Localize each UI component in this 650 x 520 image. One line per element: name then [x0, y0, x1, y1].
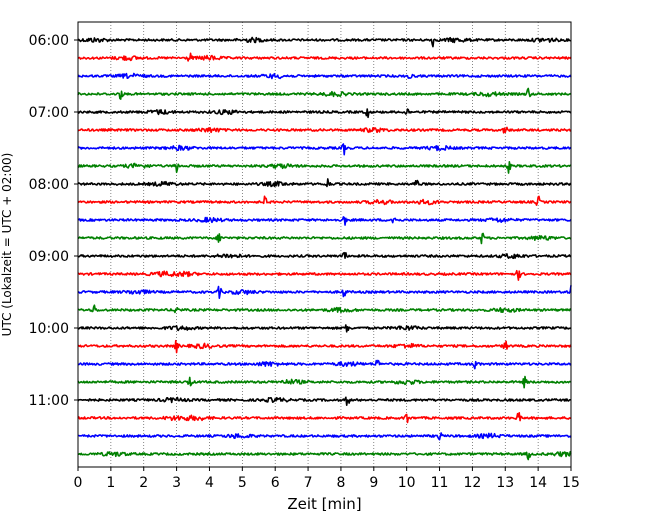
x-tick-label: 15	[562, 475, 580, 491]
x-tick-label: 8	[336, 475, 345, 491]
x-axis-ticks: 0 1 2 3 4 5 6 7 8 9 10 11 12 13 14 15	[74, 467, 580, 491]
x-tick-label: 13	[496, 475, 514, 491]
trace-0700	[77, 108, 572, 119]
trace-0715	[77, 126, 572, 134]
trace-1115	[77, 412, 572, 424]
trace-0615	[77, 52, 572, 62]
trace-0900	[77, 251, 572, 260]
y-axis-ticks: 06:00 07:00 08:00 09:00 10:00 11:00	[29, 33, 78, 409]
y-tick-label: 09:00	[29, 249, 69, 265]
x-tick-label: 12	[463, 475, 481, 491]
y-tick-label: 08:00	[29, 177, 69, 193]
trace-0930	[77, 285, 572, 300]
x-axis-label: Zeit [min]	[287, 495, 361, 513]
traces-group	[77, 36, 572, 461]
trace-0600	[77, 36, 572, 48]
trace-1045	[77, 375, 572, 389]
x-tick-label: 1	[106, 475, 115, 491]
trace-1030	[77, 359, 572, 370]
trace-0830	[77, 216, 572, 226]
y-tick-label: 06:00	[29, 33, 69, 49]
x-tick-label: 10	[398, 475, 416, 491]
x-tick-label: 0	[74, 475, 83, 491]
y-axis-label: UTC (Lokalzeit = UTC + 02:00)	[0, 153, 14, 337]
x-tick-label: 3	[172, 475, 181, 491]
plot-frame	[77, 21, 572, 468]
y-tick-label: 07:00	[29, 105, 69, 121]
x-tick-label: 11	[431, 475, 449, 491]
trace-0730	[77, 143, 572, 156]
x-tick-label: 5	[238, 475, 247, 491]
trace-0915	[77, 269, 572, 281]
x-tick-label: 6	[271, 475, 280, 491]
trace-0815	[77, 195, 572, 206]
x-tick-label: 4	[205, 475, 214, 491]
y-tick-label: 11:00	[29, 393, 69, 409]
trace-1015	[77, 339, 572, 354]
trace-0745	[77, 161, 572, 174]
trace-1000	[77, 324, 572, 333]
trace-0845	[77, 232, 572, 245]
x-tick-label: 7	[304, 475, 313, 491]
trace-0645	[77, 87, 572, 100]
trace-1145	[77, 450, 572, 461]
trace-1130	[77, 432, 572, 441]
trace-1100	[77, 396, 572, 406]
x-tick-label: 2	[139, 475, 148, 491]
y-tick-label: 10:00	[29, 321, 69, 337]
trace-0945	[77, 304, 572, 314]
x-tick-label: 9	[369, 475, 378, 491]
x-tick-label: 14	[529, 475, 547, 491]
trace-0800	[77, 178, 572, 188]
trace-0630	[77, 72, 572, 80]
